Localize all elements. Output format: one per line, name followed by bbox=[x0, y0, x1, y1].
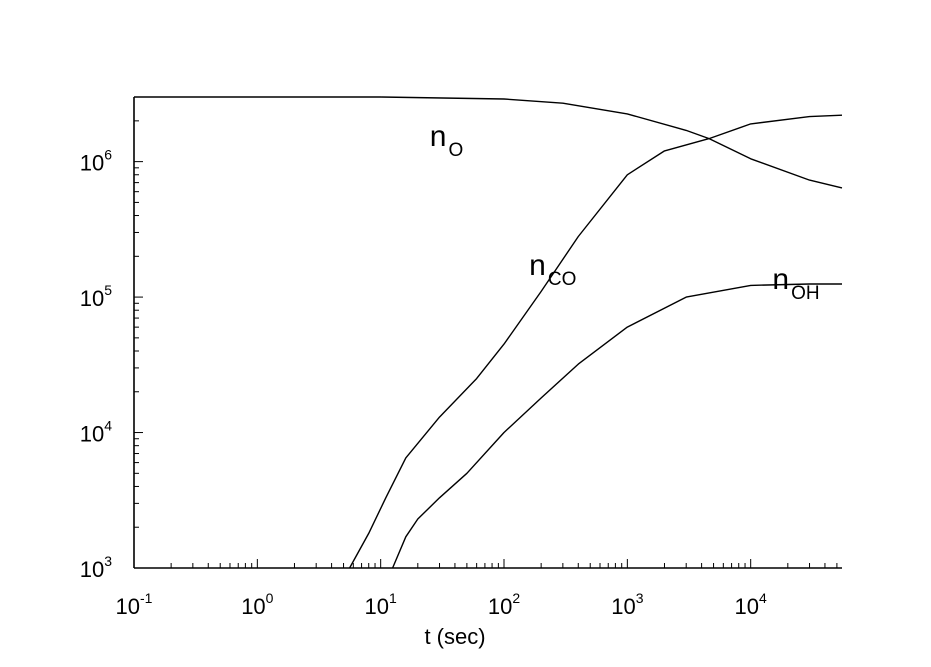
series-line-n-o bbox=[134, 96, 843, 189]
series-lines bbox=[134, 96, 843, 569]
x-tick-label: 102 bbox=[488, 590, 520, 619]
y-tick-exponent: 5 bbox=[104, 282, 112, 298]
series-labels: n On CO n OH bbox=[430, 120, 820, 304]
plot-frame bbox=[133, 97, 842, 569]
x-tick-base: 10 bbox=[488, 594, 512, 619]
y-tick-base: 10 bbox=[80, 151, 104, 176]
y-tick-exponent: 6 bbox=[104, 147, 112, 163]
series-label-sub: CO bbox=[548, 269, 577, 290]
y-tick-label: 103 bbox=[80, 553, 112, 582]
series-label-sub: O bbox=[448, 140, 463, 161]
y-tick-base: 10 bbox=[80, 557, 104, 582]
x-tick-label: 104 bbox=[735, 590, 767, 619]
x-tick-exponent: 4 bbox=[759, 590, 767, 606]
x-tick-label: 100 bbox=[241, 590, 273, 619]
x-tick-exponent: 0 bbox=[266, 590, 274, 606]
x-tick-label: 103 bbox=[611, 590, 643, 619]
x-tick-base: 10 bbox=[735, 594, 759, 619]
y-tick-exponent: 3 bbox=[104, 553, 112, 569]
series-label-sub: OH bbox=[791, 283, 820, 304]
x-tick-base: 10 bbox=[365, 594, 389, 619]
y-tick-base: 10 bbox=[80, 422, 104, 447]
x-tick-label: 101 bbox=[365, 590, 397, 619]
y-tick-exponent: 4 bbox=[104, 418, 112, 434]
x-axis-ticks: 10-1 100 101 102 103 104 bbox=[116, 559, 838, 619]
series-label-n-oh: n OH bbox=[772, 263, 819, 304]
series-label-main: n bbox=[772, 263, 789, 296]
y-tick-label: 105 bbox=[80, 282, 112, 311]
y-tick-base: 10 bbox=[80, 286, 104, 311]
x-tick-exponent: 3 bbox=[636, 590, 644, 606]
x-axis-title: t (sec) bbox=[424, 624, 485, 649]
series-line-n-oh bbox=[391, 283, 842, 569]
x-tick-exponent: 2 bbox=[512, 590, 520, 606]
series-line-n-co bbox=[348, 114, 843, 569]
x-tick-label: 10-1 bbox=[116, 590, 153, 619]
x-tick-exponent: -1 bbox=[140, 590, 153, 606]
y-tick-label: 104 bbox=[80, 418, 112, 447]
x-tick-base: 10 bbox=[116, 594, 140, 619]
x-tick-base: 10 bbox=[241, 594, 265, 619]
x-tick-base: 10 bbox=[611, 594, 635, 619]
series-label-main: n bbox=[430, 120, 447, 153]
series-label-main: n bbox=[529, 249, 546, 282]
series-label-n-co: n CO bbox=[529, 249, 576, 290]
y-tick-label: 106 bbox=[80, 147, 112, 176]
x-tick-exponent: 1 bbox=[389, 590, 397, 606]
